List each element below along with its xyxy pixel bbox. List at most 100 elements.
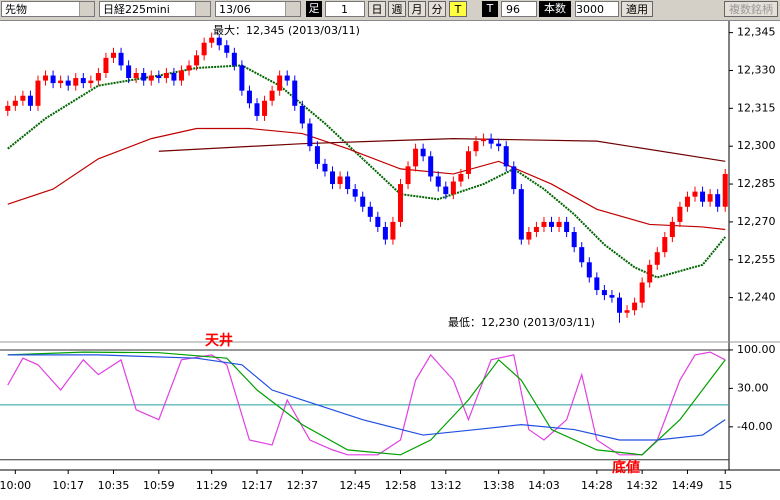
oscillator-line [7, 354, 726, 441]
y-tick-label: 12,285 [737, 177, 776, 190]
y-tick-label: 12,345 [737, 26, 776, 39]
candle-body [269, 90, 275, 101]
candle-body [277, 75, 283, 91]
candle-body [715, 194, 721, 207]
market-select[interactable]: 先物 [1, 1, 95, 17]
compare-button[interactable]: 複数銘柄 [724, 1, 778, 17]
candle-body [239, 65, 245, 91]
candle-body [707, 194, 713, 202]
candle-body [481, 138, 487, 142]
x-tick-label: 14:03 [528, 479, 560, 492]
candle-body [624, 310, 630, 313]
candle-body [141, 73, 147, 81]
candle-body [330, 171, 336, 185]
y-tick-label: 12,270 [737, 215, 776, 228]
candle-body [496, 143, 502, 147]
oscillator-line [7, 351, 726, 456]
annotation: 底値 [612, 459, 640, 476]
minute-button[interactable]: 分 [428, 1, 446, 17]
y-tick-label: 12,240 [737, 291, 776, 304]
x-tick-label: 13:38 [483, 479, 515, 492]
candle-body [677, 206, 683, 222]
candle-body [209, 37, 215, 43]
x-tick-label: 11:29 [196, 479, 228, 492]
y-tick-label: 12,300 [737, 139, 776, 152]
candle-body [722, 173, 728, 207]
candle-body [601, 290, 607, 296]
candle-body [345, 176, 351, 190]
period-label: 足 [306, 1, 322, 17]
tick-input[interactable]: 96 [501, 1, 537, 17]
candle-body [473, 141, 479, 152]
candle-body [382, 226, 388, 240]
candle-body [292, 80, 298, 106]
candle-body [526, 232, 532, 240]
candle-body [405, 166, 411, 185]
candle-body [662, 237, 668, 253]
period-input[interactable]: 1 [325, 1, 365, 17]
x-tick-label: 14:28 [581, 479, 613, 492]
candle-body [616, 297, 622, 313]
count-input[interactable]: 3000 [575, 1, 619, 17]
month-button[interactable]: 月 [408, 1, 426, 17]
candle-body [216, 37, 222, 46]
moving-average [158, 138, 726, 162]
candle-body [103, 57, 109, 73]
candle-body [156, 75, 162, 79]
candle-body [654, 252, 660, 265]
candle-body [307, 123, 313, 147]
x-tick-label: 10:59 [143, 479, 175, 492]
symbol-select[interactable]: 日経225mini [99, 1, 211, 17]
x-tick-label: 12:17 [241, 479, 273, 492]
candle-body [58, 80, 64, 84]
day-button[interactable]: 日 [368, 1, 386, 17]
candle-body [647, 264, 653, 283]
candle-body [337, 176, 343, 185]
candle-body [375, 216, 381, 227]
count-label: 本数 [539, 1, 571, 17]
x-tick-label: 10:35 [98, 479, 130, 492]
x-tick-label: 12:58 [385, 479, 417, 492]
contract-select[interactable]: 13/06 [215, 1, 301, 17]
candle-body [632, 302, 638, 311]
candle-body [413, 148, 419, 167]
x-tick-label: 12:45 [339, 479, 371, 492]
x-tick-label: 14:32 [626, 479, 658, 492]
candle-body [43, 75, 49, 81]
apply-button[interactable]: 適用 [621, 1, 653, 17]
candle-body [262, 100, 268, 116]
candle-body [700, 191, 706, 202]
candle-body [35, 80, 41, 106]
candle-body [80, 78, 86, 84]
candle-body [322, 163, 328, 172]
candle-body [126, 65, 132, 79]
candle-body [231, 52, 237, 66]
moving-average [7, 127, 726, 231]
x-tick-label: 15 [718, 479, 732, 492]
candle-body [397, 184, 403, 222]
candle-body [541, 221, 547, 227]
candle-body [284, 75, 290, 81]
candle-body [20, 95, 26, 101]
candle-body [465, 151, 471, 174]
candle-body [586, 262, 592, 278]
candle-body [50, 75, 56, 84]
candle-body [148, 75, 154, 81]
x-tick-label: 10:17 [52, 479, 84, 492]
candle-body [314, 146, 320, 164]
candle-body [511, 166, 517, 190]
candle-body [224, 45, 230, 53]
x-tick-label: 13:12 [430, 479, 462, 492]
chart-bg [0, 21, 780, 500]
tick-button[interactable]: T [449, 1, 467, 17]
tick-label: T [482, 1, 498, 17]
candle-body [594, 277, 600, 291]
week-button[interactable]: 週 [388, 1, 406, 17]
candle-body [609, 295, 615, 298]
candle-body [178, 70, 184, 81]
candle-body [579, 247, 585, 263]
candle-body [428, 156, 434, 177]
candle-body [518, 189, 524, 240]
